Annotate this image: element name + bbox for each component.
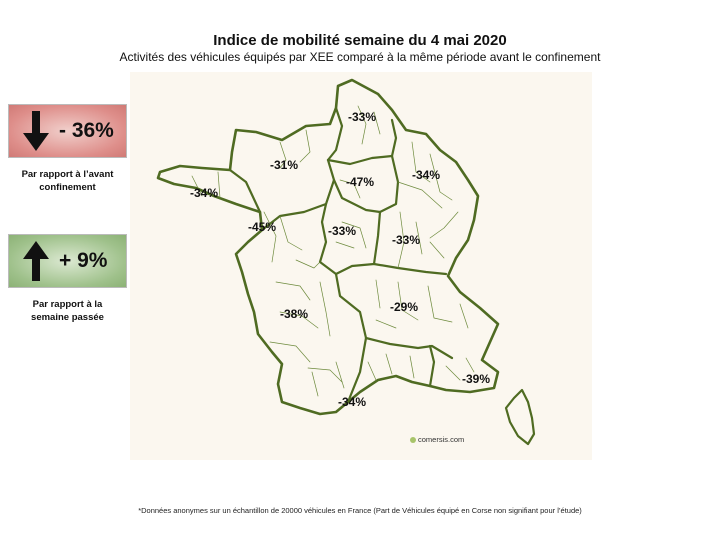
map-credit: comersis.com — [410, 435, 464, 444]
stat-value-vs-lockdown: - 36% — [59, 119, 114, 142]
map-credit-text: comersis.com — [418, 435, 465, 444]
arrow-up-icon — [23, 241, 49, 281]
corsica-outline — [504, 388, 536, 446]
region-value-occitanie: -34% — [338, 395, 367, 409]
footnote: *Données anonymes sur un échantillon de … — [138, 506, 582, 515]
region-value-auvergne-rhone-alpes: -29% — [390, 300, 419, 314]
arrow-down-icon — [23, 111, 49, 151]
region-value-centre-val-de-loire: -33% — [328, 224, 357, 238]
region-value-pays-de-la-loire: -45% — [248, 220, 277, 234]
department-boundaries — [191, 105, 475, 397]
france-outline — [156, 78, 500, 416]
region-boundaries — [228, 106, 454, 404]
region-value-provence-alpes-cote-dazur: -39% — [462, 372, 491, 386]
region-value-bourgogne-franche-comte: -33% — [392, 233, 421, 247]
copyright-icon — [410, 436, 416, 443]
region-value-bretagne: -34% — [190, 186, 219, 200]
region-value-grand-est: -34% — [412, 168, 441, 182]
france-map: -33% -31% -47% -34% -34% -45% -33% -33% … — [130, 72, 592, 460]
france-regions-map — [156, 78, 536, 446]
caption-line: Par rapport à la — [32, 299, 103, 310]
caption-line: Par rapport à l’avant — [21, 169, 114, 180]
caption-line: confinement — [39, 182, 96, 193]
stat-caption-vs-last-week: Par rapport à la semaine passée — [8, 298, 127, 324]
chart-title: Indice de mobilité semaine du 4 mai 2020 — [213, 32, 507, 49]
stat-value-vs-last-week: + 9% — [59, 249, 108, 272]
chart-subtitle: Activités des véhicules équipés par XEE … — [119, 50, 601, 64]
stat-caption-vs-lockdown: Par rapport à l’avant confinement — [8, 168, 127, 194]
region-value-nouvelle-aquitaine: -38% — [280, 307, 309, 321]
region-value-ile-de-france: -47% — [346, 175, 375, 189]
caption-line: semaine passée — [31, 312, 104, 323]
stat-box-vs-last-week: + 9% — [8, 234, 127, 288]
region-value-normandie: -31% — [270, 158, 299, 172]
region-value-hauts-de-france: -33% — [348, 110, 377, 124]
stat-box-vs-lockdown: - 36% — [8, 104, 127, 158]
